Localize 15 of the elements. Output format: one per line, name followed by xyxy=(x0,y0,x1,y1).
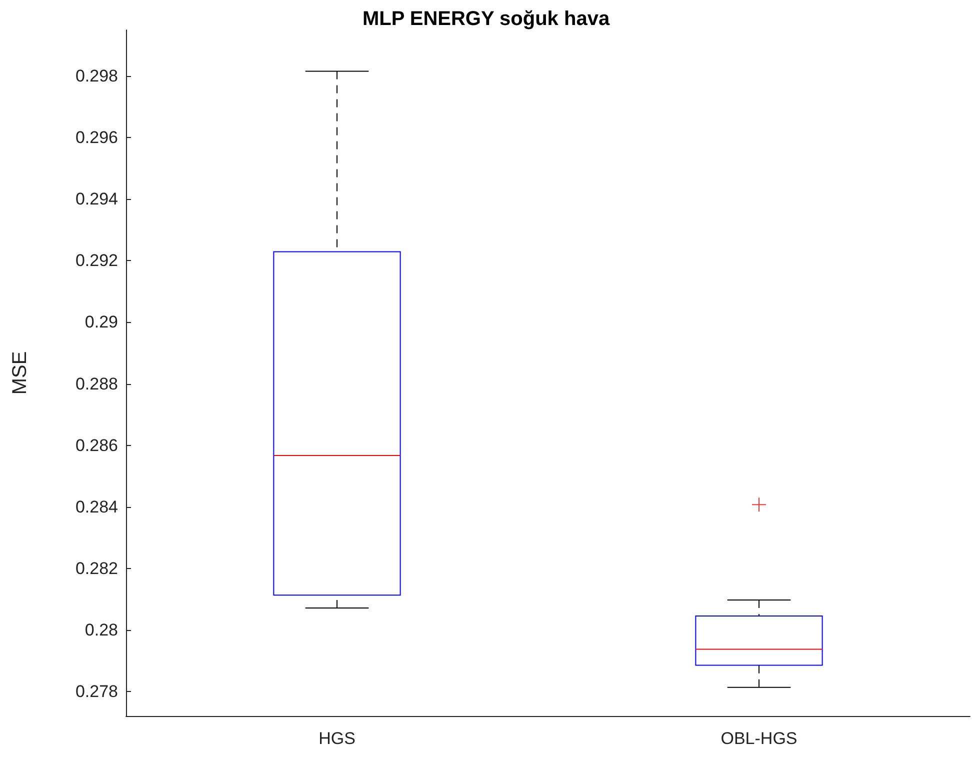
y-tick-label: 0.298 xyxy=(75,66,118,86)
y-tick-label: 0.284 xyxy=(75,497,118,516)
y-tick-label: 0.294 xyxy=(75,190,118,209)
y-tick-label: 0.296 xyxy=(75,128,118,148)
y-tick-label: 0.286 xyxy=(75,436,118,455)
x-tick-label: HGS xyxy=(318,729,356,748)
y-tick-label: 0.282 xyxy=(75,558,118,578)
y-tick-label: 0.292 xyxy=(75,251,118,270)
y-tick-label: 0.288 xyxy=(75,374,118,394)
chart-title: MLP ENERGY soğuk hava xyxy=(362,8,610,30)
x-tick-label: OBL-HGS xyxy=(720,729,798,748)
y-tick-label: 0.28 xyxy=(84,620,118,640)
y-tick-label: 0.29 xyxy=(84,312,118,332)
y-tick-label: 0.278 xyxy=(75,682,118,701)
y-axis-title: MSE xyxy=(9,351,31,395)
